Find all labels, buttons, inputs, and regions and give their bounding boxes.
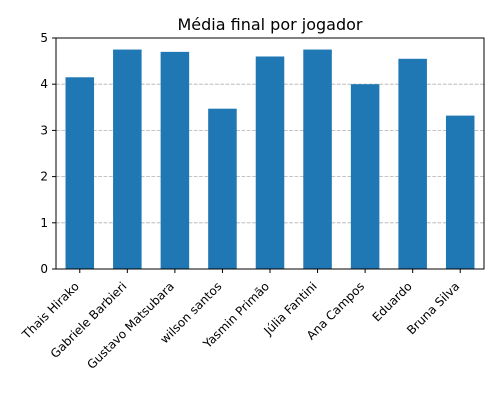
bar-5 bbox=[303, 49, 332, 269]
bar-4 bbox=[255, 56, 285, 270]
bar-3 bbox=[208, 108, 237, 269]
y-tick-label: 5 bbox=[40, 31, 48, 45]
bar-8 bbox=[445, 115, 475, 269]
y-tick-label: 0 bbox=[40, 262, 48, 276]
x-tick-label: Eduardo bbox=[370, 279, 415, 324]
y-axis-ticks: 0 1 2 3 4 5 bbox=[40, 31, 56, 276]
bar-0 bbox=[65, 77, 95, 270]
bars bbox=[65, 49, 475, 270]
bar-1 bbox=[113, 49, 142, 269]
bar-6 bbox=[350, 84, 380, 269]
chart-title: Média final por jogador bbox=[177, 15, 362, 34]
x-tick-label: Gustavo Matsubara bbox=[84, 279, 177, 372]
y-tick-label: 2 bbox=[40, 170, 48, 184]
y-tick-label: 3 bbox=[40, 123, 48, 137]
bar-2 bbox=[160, 51, 190, 269]
y-tick-label: 4 bbox=[40, 77, 48, 91]
y-tick-label: 1 bbox=[40, 216, 48, 230]
bar-7 bbox=[398, 58, 427, 269]
